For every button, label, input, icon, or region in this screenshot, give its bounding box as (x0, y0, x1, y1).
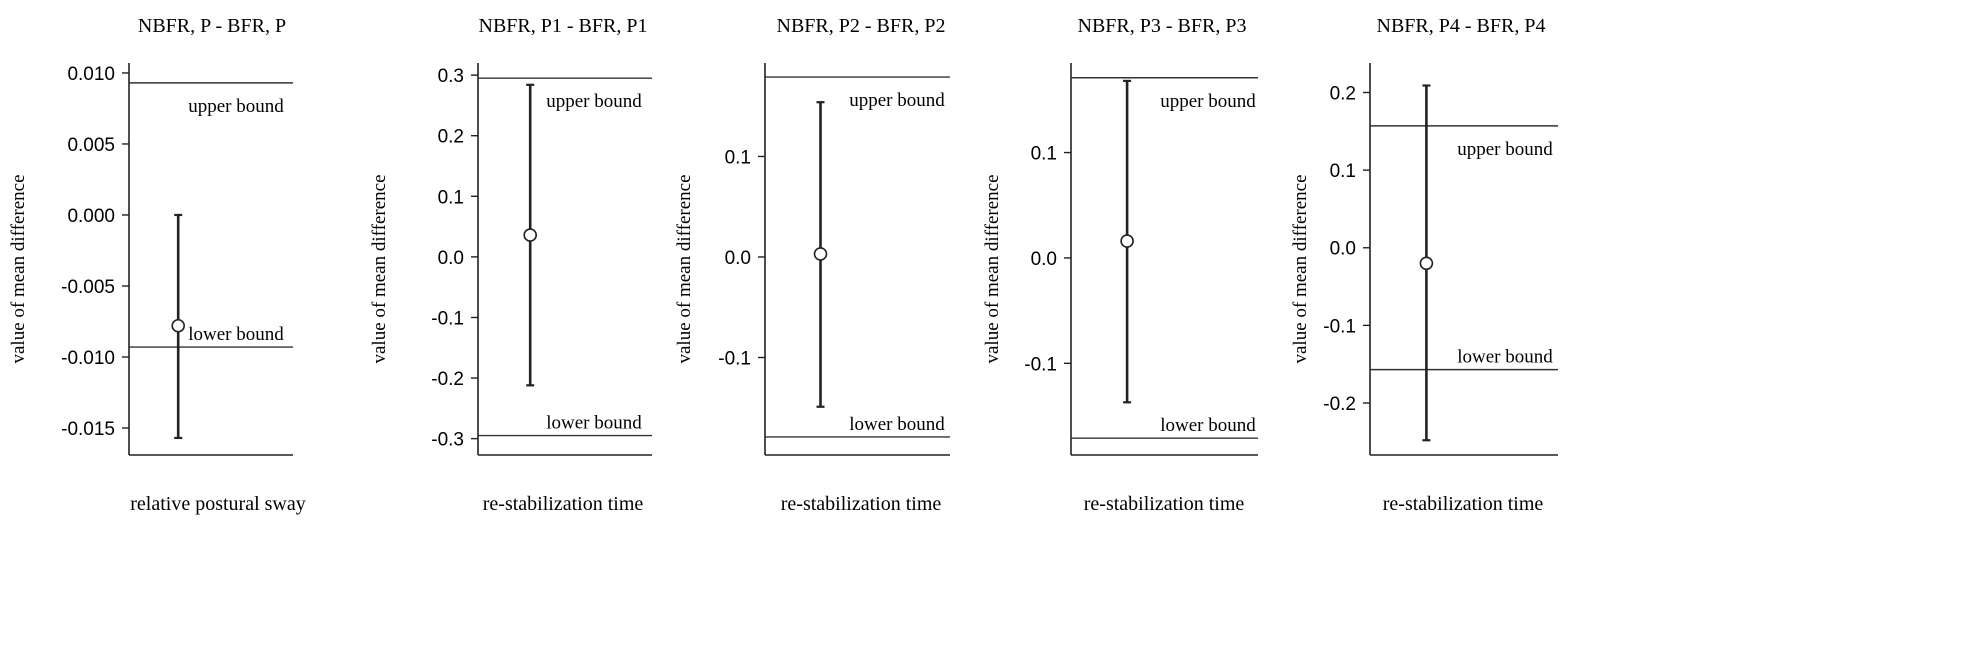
y-axis-label: value of mean difference (369, 174, 390, 363)
y-tick-label: -0.1 (431, 308, 464, 329)
mean-difference-point (523, 228, 538, 242)
chart-panel-2: NBFR, P1 - BFR, P1 value of mean differen… (369, 15, 652, 515)
y-tick-label: -0.005 (61, 277, 115, 298)
mean-difference-point (1419, 256, 1434, 271)
y-tick-label: 0.0 (438, 248, 464, 269)
mean-difference-point (1120, 234, 1134, 248)
y-tick-label: 0.1 (725, 147, 751, 168)
upper-bound-label: upper bound (849, 90, 945, 111)
panel-title: NBFR, P1 - BFR, P1 (479, 15, 648, 37)
panel-title: NBFR, P4 - BFR, P4 (1377, 15, 1546, 37)
y-tick-label: 0.3 (438, 66, 464, 87)
y-axis-label: value of mean difference (8, 174, 29, 363)
x-axis-label: re-stabilization time (781, 493, 942, 515)
y-tick-label: -0.010 (61, 348, 115, 369)
y-tick-label: 0.010 (67, 64, 115, 85)
panel-title: NBFR, P3 - BFR, P3 (1078, 15, 1247, 37)
chart-panel-1: NBFR, P - BFR, P value of mean difference… (8, 15, 306, 515)
panel-title: NBFR, P - BFR, P (138, 15, 286, 37)
lower-bound-label: lower bound (1457, 347, 1553, 368)
y-tick-label: -0.015 (61, 419, 115, 440)
x-axis-label: relative postural sway (130, 493, 306, 515)
y-tick-label: 0.0 (1031, 249, 1057, 270)
chart-panel-3: NBFR, P2 - BFR, P2 value of mean differen… (674, 15, 950, 515)
upper-bound-label: upper bound (546, 91, 642, 112)
mean-difference-point (171, 318, 185, 333)
y-tick-label: -0.1 (718, 349, 751, 370)
y-tick-label: 0.1 (438, 187, 464, 208)
y-tick-label: 0.1 (1031, 144, 1057, 165)
lower-bound-label: lower bound (188, 324, 284, 345)
chart-panel-5: NBFR, P4 - BFR, P4 value of mean differen… (1290, 15, 1558, 515)
lower-bound-label: lower bound (849, 414, 945, 435)
y-tick-label: -0.1 (1323, 316, 1356, 337)
x-axis-label: re-stabilization time (1383, 493, 1544, 515)
y-tick-label: -0.2 (431, 369, 464, 390)
upper-bound-label: upper bound (1160, 91, 1256, 112)
y-axis-label: value of mean difference (674, 174, 695, 363)
y-tick-label: 0.0 (725, 248, 751, 269)
y-tick-label: -0.3 (431, 430, 464, 451)
y-tick-label: 0.0 (1330, 239, 1356, 260)
y-axis-label: value of mean difference (1290, 174, 1311, 363)
y-tick-label: 0.2 (438, 127, 464, 148)
y-tick-label: 0.1 (1330, 161, 1356, 182)
y-tick-label: 0.2 (1330, 83, 1356, 104)
lower-bound-label: lower bound (546, 413, 642, 434)
y-tick-label: -0.1 (1024, 354, 1057, 375)
panel-title: NBFR, P2 - BFR, P2 (777, 15, 946, 37)
x-axis-label: re-stabilization time (483, 493, 644, 515)
y-tick-label: -0.2 (1323, 394, 1356, 415)
chart-panel-4: NBFR, P3 - BFR, P3 value of mean differen… (982, 15, 1258, 515)
upper-bound-label: upper bound (188, 96, 284, 117)
x-axis-label: re-stabilization time (1084, 493, 1245, 515)
lower-bound-label: lower bound (1160, 415, 1256, 436)
mean-difference-point (813, 247, 828, 261)
y-tick-label: 0.005 (67, 135, 115, 156)
y-axis-label: value of mean difference (982, 174, 1003, 363)
y-tick-label: 0.000 (67, 206, 115, 227)
upper-bound-label: upper bound (1457, 139, 1553, 160)
